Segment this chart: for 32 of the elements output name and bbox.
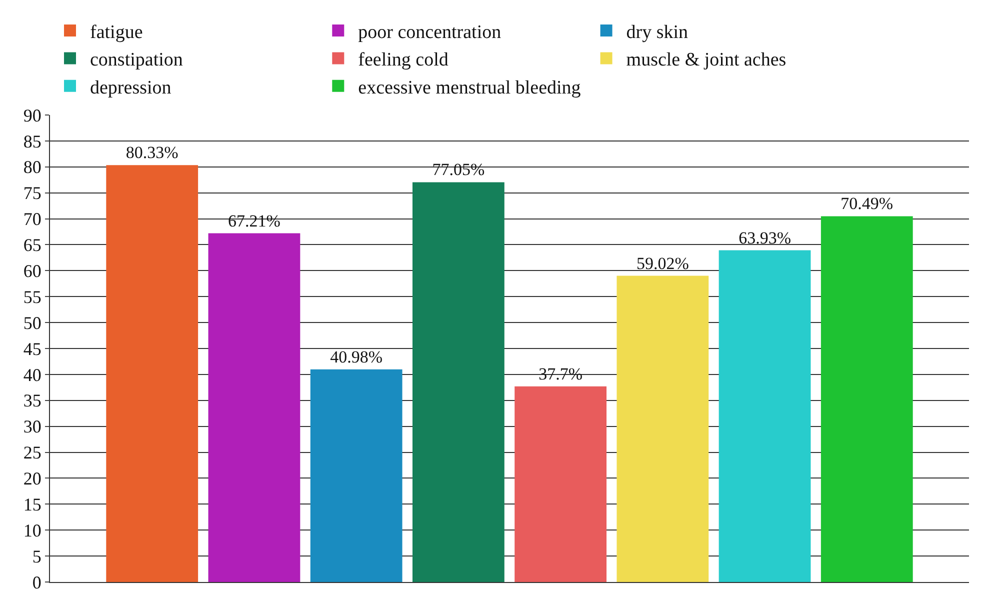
y-tick-label: 70 bbox=[23, 209, 42, 230]
y-tick-label: 35 bbox=[23, 390, 42, 411]
y-tick-label: 90 bbox=[23, 105, 42, 126]
y-tick-label: 30 bbox=[23, 416, 42, 437]
y-tick-label: 60 bbox=[23, 260, 42, 281]
y-tick-label: 15 bbox=[23, 494, 42, 514]
data-label: 63.93% bbox=[738, 228, 791, 248]
data-label: 59.02% bbox=[636, 254, 689, 273]
legend-label: muscle & joint aches bbox=[626, 50, 786, 71]
y-tick-label: 5 bbox=[32, 546, 42, 566]
data-label: 80.33% bbox=[126, 143, 178, 162]
y-tick-label: 55 bbox=[23, 286, 42, 307]
data-label: 70.49% bbox=[840, 194, 894, 214]
y-tick-label: 20 bbox=[23, 468, 42, 489]
y-tick-label: 80 bbox=[23, 157, 42, 178]
legend-label: fatigue bbox=[90, 22, 143, 43]
legend-label: constipation bbox=[90, 50, 184, 71]
y-tick-label: 0 bbox=[32, 572, 42, 592]
y-tick-label: 75 bbox=[23, 183, 42, 204]
y-tick-label: 50 bbox=[23, 312, 42, 333]
legend-label: poor concentration bbox=[358, 22, 502, 43]
legend-label: feeling cold bbox=[358, 50, 449, 71]
legend-label: excessive menstrual bleeding bbox=[358, 77, 582, 98]
y-tick-label: 65 bbox=[23, 235, 42, 256]
y-tick-label: 85 bbox=[23, 131, 42, 152]
y-tick-label: 25 bbox=[23, 442, 42, 463]
y-tick-label: 10 bbox=[23, 520, 42, 540]
data-label: 40.98% bbox=[330, 347, 383, 366]
legend-label: depression bbox=[90, 77, 172, 98]
legend-label: dry skin bbox=[626, 22, 689, 43]
y-tick-label: 40 bbox=[23, 364, 42, 385]
y-tick-label: 45 bbox=[23, 338, 42, 359]
